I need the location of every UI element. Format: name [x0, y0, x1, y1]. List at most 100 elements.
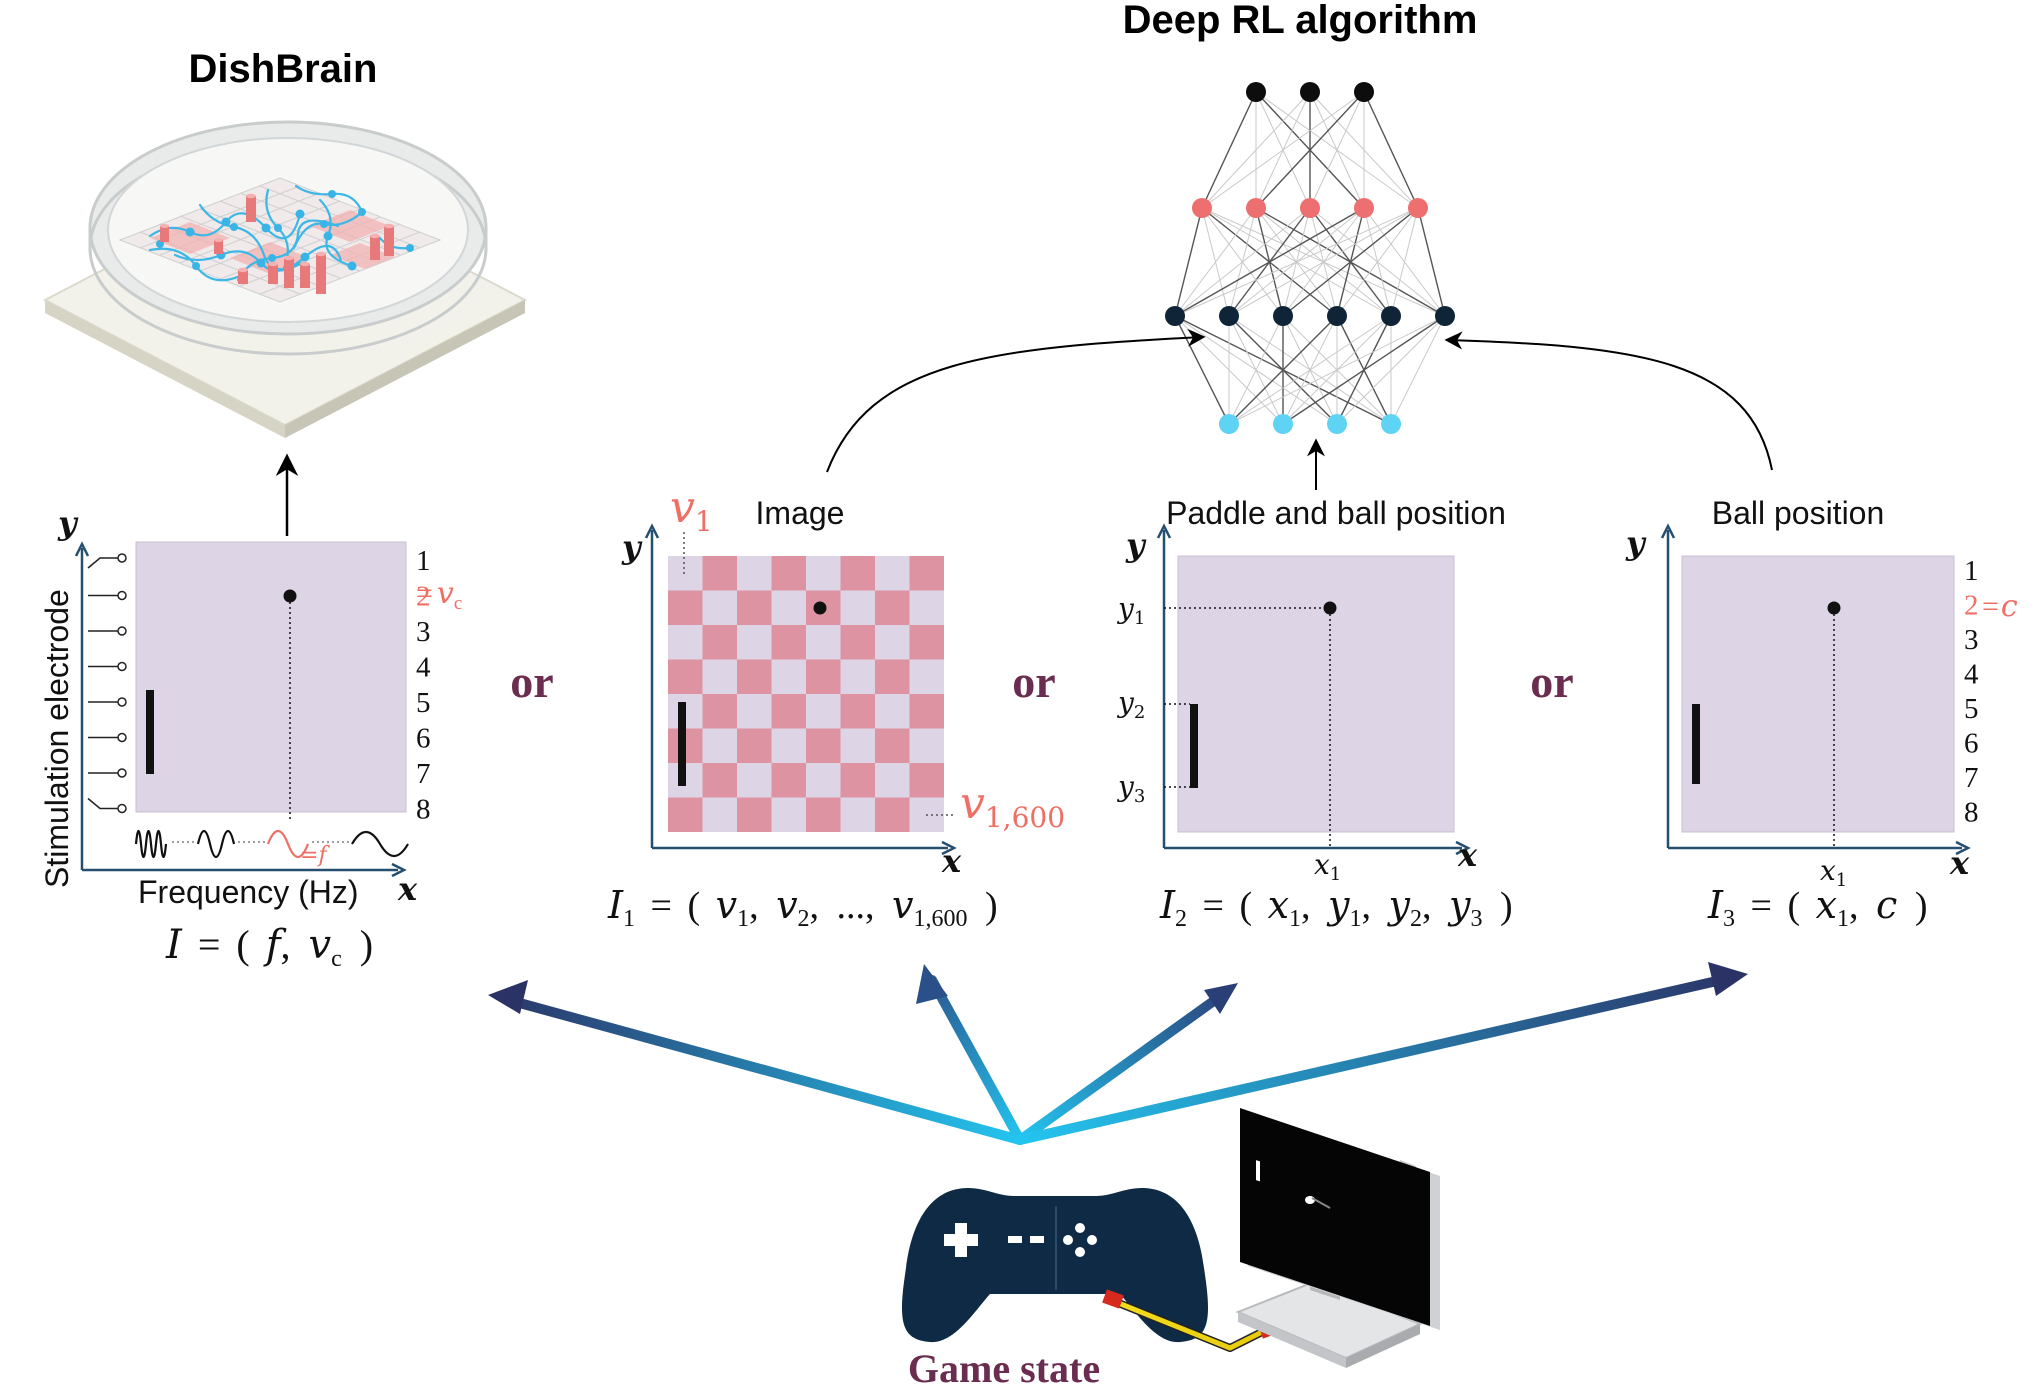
or-connector-1: or: [510, 656, 553, 707]
pixel-cell: [806, 797, 841, 832]
panel-title: Image: [756, 495, 845, 531]
network-edge: [1174, 207, 1419, 317]
highlight-electrode-label: =c: [1982, 589, 2018, 624]
paddle: [1692, 704, 1700, 784]
pixel-cell: [806, 763, 841, 798]
pixel-cell: [702, 797, 737, 832]
pixel-cell: [806, 728, 841, 763]
pixel-cell: [668, 659, 703, 694]
panel-title: Ball position: [1712, 495, 1885, 531]
pixel-cell: [737, 590, 772, 625]
paddle: [146, 690, 154, 774]
pixel-cell: [702, 590, 737, 625]
pixel-cell: [806, 556, 841, 591]
network-node: [1246, 82, 1266, 102]
pixel-cell: [737, 659, 772, 694]
network-edge: [1201, 91, 1365, 209]
pixel-cell: [702, 625, 737, 660]
pixel-cell: [909, 659, 944, 694]
pixel-cell: [702, 728, 737, 763]
x-axis-letter: x: [397, 870, 418, 908]
network-edge: [1201, 91, 1257, 209]
y-axis-letter: y: [1125, 526, 1147, 564]
network-node: [1381, 306, 1401, 326]
network-edge: [1390, 315, 1446, 425]
network-node: [1408, 198, 1428, 218]
electrode-number: 2: [1964, 590, 1979, 622]
pixel-cell: [771, 659, 806, 694]
electrode-switches: [87, 553, 127, 814]
pixel-cell: [840, 590, 875, 625]
y-axis-letter: y: [621, 528, 643, 566]
pixel-cell: [909, 590, 944, 625]
network-node: [1219, 306, 1239, 326]
pixel-cell: [737, 694, 772, 729]
network-edge: [1228, 207, 1419, 317]
network-edge: [1201, 91, 1311, 209]
network-node: [1165, 306, 1185, 326]
network-edge: [1390, 207, 1419, 317]
electrode-number: 4: [1964, 659, 1979, 691]
x-axis-letter: x: [1457, 836, 1478, 874]
network-edge: [1174, 207, 1311, 317]
pixel-cell: [840, 728, 875, 763]
pixel-cell: [737, 797, 772, 832]
frequency-waves: [134, 829, 409, 859]
frequency-highlight: =f: [300, 843, 330, 868]
electrode-bars: [160, 193, 394, 294]
or-connector-3: or: [1530, 656, 1573, 707]
pixel-cell: [771, 556, 806, 591]
network-node: [1435, 306, 1455, 326]
pixel-cell: [737, 556, 772, 591]
pixel-cell: [840, 556, 875, 591]
pixel-cell: [771, 590, 806, 625]
pixel-cell: [875, 590, 910, 625]
deep-rl-title: Deep RL algorithm: [1123, 0, 1478, 42]
ball: [1827, 601, 1841, 615]
pixel-cell: [702, 694, 737, 729]
x-axis-letter: x: [1949, 844, 1970, 882]
network-node: [1273, 306, 1293, 326]
pixel-cell: [840, 659, 875, 694]
electrode-number: 5: [1964, 693, 1979, 725]
electrode-switch: [87, 797, 118, 810]
electrode-number: 1: [1964, 555, 1979, 587]
pixel-cell: [909, 763, 944, 798]
network-node: [1300, 82, 1320, 102]
pixel-cell: [771, 728, 806, 763]
panel-dishbrain: y x 1 23 45 67 8 Stimulation electrode Frequ…: [39, 504, 462, 972]
y-axis-letter: y: [1625, 524, 1647, 562]
electrode-number: 7: [416, 758, 431, 790]
pixel-cell: [840, 797, 875, 832]
highlight-electrode-label: = vc: [416, 576, 462, 614]
ball-to-network-arrow: [1444, 331, 1773, 471]
network-edge: [1282, 315, 1446, 425]
network-node: [1273, 414, 1293, 434]
pixel-cell: [909, 625, 944, 660]
pixel-cell: [771, 763, 806, 798]
network-edges: [1174, 91, 1446, 425]
formula-image: I1 = ( v1, v2, ..., v1,600 ): [607, 883, 998, 935]
game-state-distribution-arrows: [488, 962, 1748, 1145]
network-edge: [1228, 315, 1284, 425]
dishbrain-culture-dish-illustration: [42, 120, 528, 438]
ball: [283, 589, 297, 603]
y-tick-label: y2: [1116, 686, 1145, 723]
network-edge: [1228, 315, 1446, 425]
x-axis-label: Frequency (Hz): [138, 874, 359, 910]
pixel-cell: [840, 694, 875, 729]
network-edge: [1174, 207, 1365, 317]
network-edge: [1228, 315, 1392, 425]
network-node: [1381, 414, 1401, 434]
game-area: [1177, 555, 1455, 833]
pixel-cell: [702, 556, 737, 591]
panel-image: Image y x v1 v1,600 I1 = ( v1, v2, ..., …: [607, 482, 1065, 935]
x-axis-letter: x: [941, 842, 962, 880]
paddle: [678, 702, 686, 786]
network-node: [1219, 414, 1239, 434]
x-tick-label: x1: [1820, 854, 1847, 891]
pixel-cell: [737, 625, 772, 660]
